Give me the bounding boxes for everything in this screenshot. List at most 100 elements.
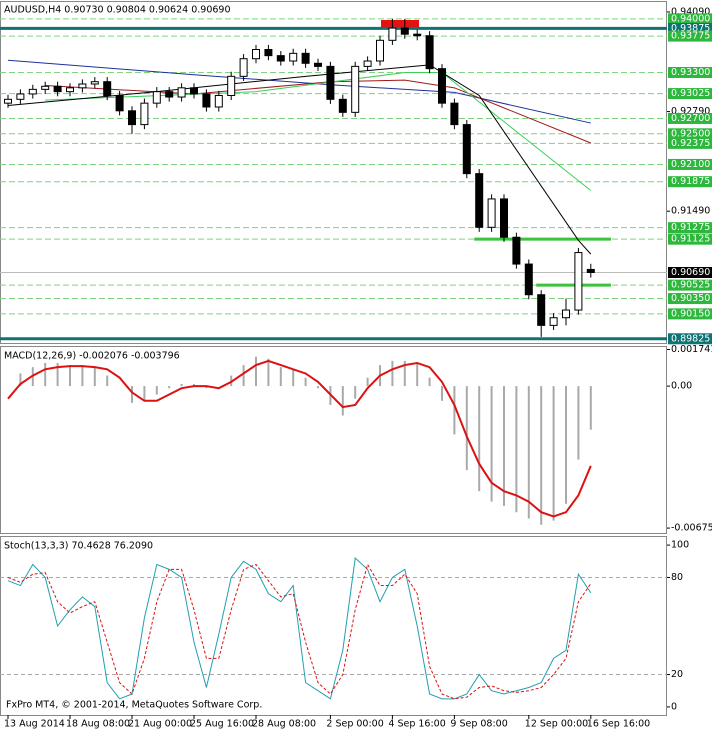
candle-body (289, 52, 298, 62)
y-tick-label: 0 (671, 701, 677, 712)
candle-body (177, 87, 186, 98)
candle-body (487, 198, 496, 228)
plot-layer: 0.94090 0.92790 0.91490 0.940000.938750.937… (0, 6, 712, 730)
candle-body (500, 198, 508, 238)
x-tick-label: 25 Aug 16:00 (190, 719, 254, 730)
level-label-box (668, 308, 712, 320)
level-label: 0.92375 (671, 138, 710, 149)
candle-body (227, 75, 236, 96)
candle-body (425, 35, 434, 70)
y-tick-label: 0.001741 (671, 344, 712, 355)
level-label-box (668, 279, 712, 291)
level-label: 0.91875 (671, 176, 710, 187)
candle-body (276, 55, 285, 62)
x-tick-label: 9 Sep 08:00 (450, 719, 507, 730)
candle-body (128, 110, 136, 126)
candle-body (314, 62, 322, 67)
candle-body (413, 33, 422, 37)
candle-body (438, 68, 446, 104)
footnote: FxPro MT4, © 2001-2014, MetaQuotes Softw… (6, 700, 262, 711)
x-tick-label: 4 Sep 16:00 (388, 719, 445, 730)
level-label: 0.90525 (671, 280, 710, 291)
level-label: 0.93025 (671, 88, 710, 99)
level-label: 0.91275 (671, 222, 710, 233)
y-tick-label: 0.92790 (671, 106, 710, 117)
y-tick-label: 80 (671, 572, 683, 583)
stoch-line (7, 563, 592, 700)
level-label-box (668, 66, 712, 78)
y-tick-label: 20 (671, 669, 683, 680)
x-tick-label: 21 Aug 00:00 (128, 719, 192, 730)
candle-body (165, 91, 174, 98)
level-label-box (668, 13, 712, 25)
candle-body (78, 83, 87, 89)
x-tick-label: 13 Aug 2014 (4, 719, 65, 730)
level-label: 0.92700 (671, 113, 710, 124)
stoch-title: Stoch(13,3,3) 70.4628 76.2090 (4, 541, 153, 552)
level-label-box (668, 222, 712, 234)
level-label-box (668, 112, 712, 124)
level-label: 0.90150 (671, 308, 710, 319)
candle-body (574, 252, 583, 311)
candle-body (152, 91, 161, 104)
level-label: 0.93875 (671, 23, 710, 34)
macd-title: MACD(12,26,9) -0.002076 -0.003796 (4, 351, 180, 362)
level-label-box (668, 293, 712, 305)
candle-body (41, 85, 50, 90)
price-panel (0, 1, 667, 344)
y-tick-label: 0.94090 (671, 6, 710, 17)
candle-body (462, 124, 471, 175)
level-label-box (668, 128, 712, 140)
current-price-label: 0.90690 (671, 267, 710, 278)
level-label-box (668, 137, 712, 149)
level-label: 0.91125 (671, 234, 710, 245)
x-tick-label: 12 Sep 00:00 (525, 719, 588, 730)
candle-body (301, 52, 310, 64)
y-tick-label: 100 (671, 540, 689, 551)
candle-body (252, 49, 260, 60)
candle-body (264, 49, 273, 57)
candle-body (537, 294, 546, 326)
moving-average (45, 71, 592, 191)
y-tick-label: 0.00 (671, 381, 692, 392)
x-tick-label: 16 Sep 16:00 (587, 719, 650, 730)
level-label: 0.93300 (671, 67, 710, 78)
candle-body (586, 268, 595, 274)
level-label-box (668, 233, 712, 245)
candle-body (338, 98, 347, 113)
candle-body (53, 85, 62, 93)
candle-body (214, 94, 223, 108)
y-tick-label: -0.006756 (671, 523, 712, 534)
level-label: 0.93775 (671, 31, 710, 42)
level-label-box (668, 176, 712, 188)
candle-body (524, 263, 533, 296)
y-tick-label: 0.91490 (671, 206, 710, 217)
stoch-line (7, 557, 592, 700)
x-tick-label: 2 Sep 00:00 (326, 719, 383, 730)
level-label: 0.89825 (671, 333, 710, 344)
candle-body (400, 27, 409, 35)
candle-body (90, 81, 99, 85)
level-label: 0.90350 (671, 293, 710, 304)
price-title: AUDUSD,H4 0.90730 0.90804 0.90624 0.9069… (4, 5, 231, 16)
stoch-panel (0, 536, 667, 716)
candle-body (103, 81, 112, 96)
candle-body (351, 65, 360, 113)
current-price-box (668, 267, 712, 279)
macd-panel (0, 346, 667, 534)
signal-line (7, 359, 592, 518)
level-label-box (668, 333, 712, 345)
level-label: 0.94000 (671, 13, 710, 24)
candle-body (115, 94, 124, 112)
candle-body (562, 309, 570, 319)
candle-body (549, 317, 558, 326)
candle-body (239, 58, 248, 77)
candle-body (376, 39, 384, 62)
level-label: 0.92500 (671, 128, 710, 139)
candle-body (363, 60, 372, 67)
level-label: 0.92100 (671, 159, 710, 170)
level-label-box (668, 88, 712, 100)
candle-body (28, 88, 37, 95)
